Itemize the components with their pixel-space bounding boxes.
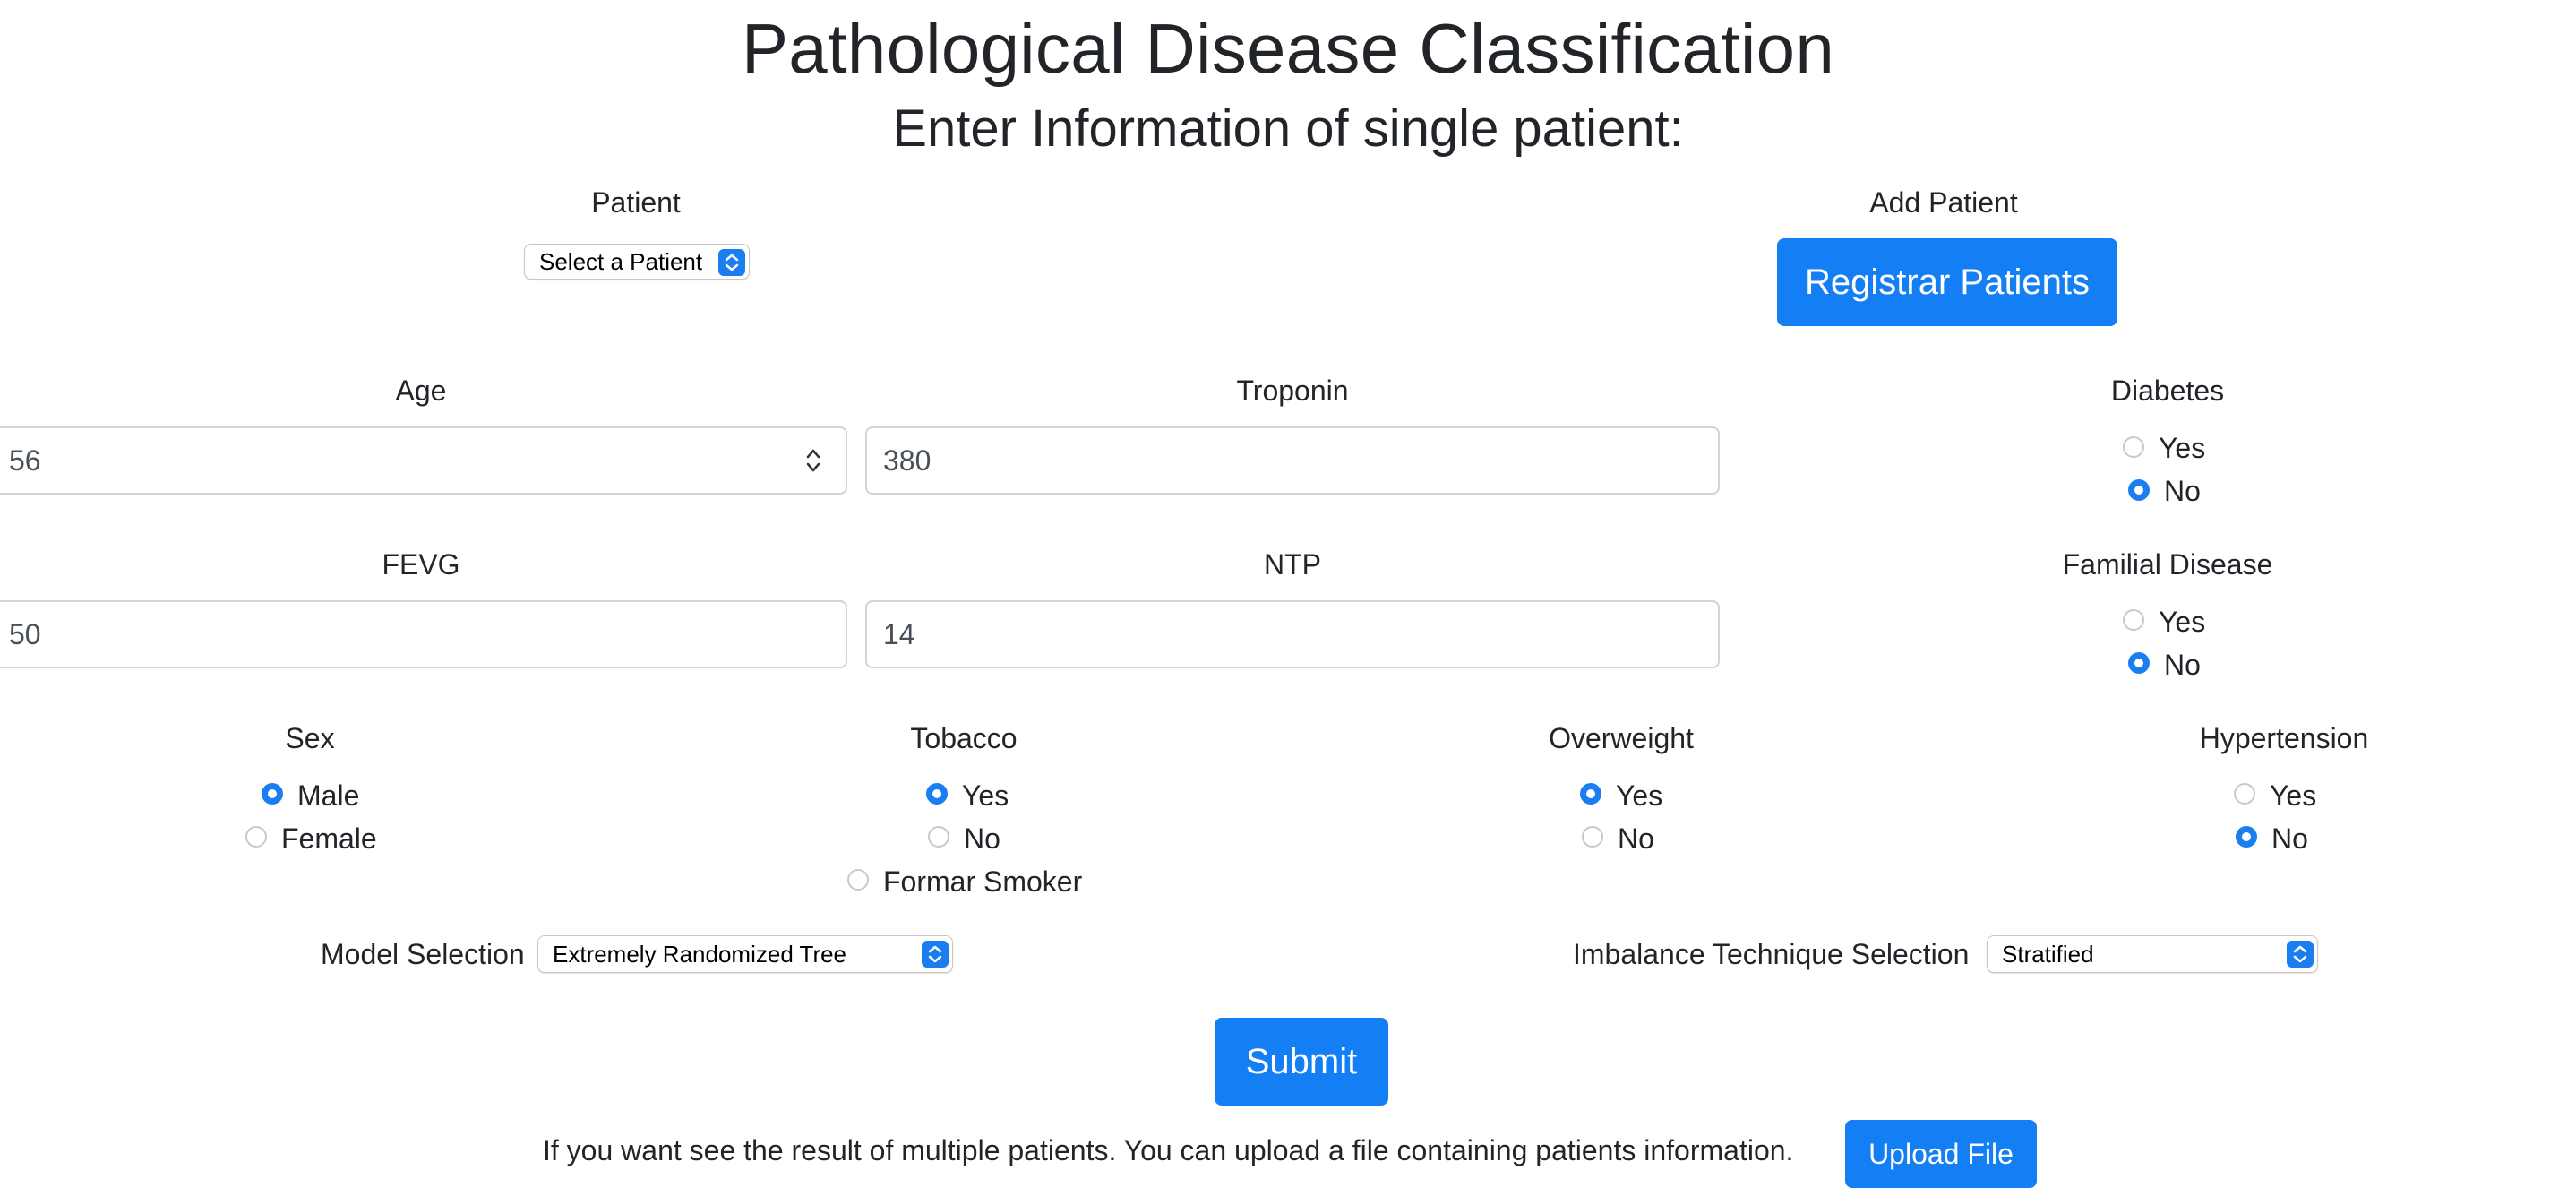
model-select-value: Extremely Randomized Tree — [553, 941, 847, 968]
age-value: 56 — [9, 444, 41, 477]
tobacco-label: Tobacco — [910, 722, 1018, 754]
overweight-yes-radio[interactable] — [1580, 783, 1601, 805]
sex-male-radio[interactable] — [262, 783, 283, 805]
age-input[interactable]: 56 — [0, 426, 847, 495]
fevg-input[interactable]: 50 — [0, 600, 847, 668]
familial-no-label: No — [2164, 649, 2201, 681]
hypertension-yes-label: Yes — [2270, 779, 2317, 812]
tobacco-former-smoker-radio[interactable] — [847, 869, 869, 891]
imbalance-select-value: Stratified — [2002, 941, 2094, 968]
model-selection-label: Model Selection — [321, 938, 525, 970]
select-chevron-icon — [922, 941, 949, 968]
sex-female-radio[interactable] — [245, 826, 267, 848]
ntp-input[interactable]: 14 — [865, 600, 1720, 668]
imbalance-technique-label: Imbalance Technique Selection — [1573, 938, 1970, 970]
familial-disease-label: Familial Disease — [2062, 548, 2273, 581]
patient-select-value: Select a Patient — [539, 248, 703, 275]
familial-yes-radio[interactable] — [2123, 609, 2144, 631]
tobacco-former-smoker-label: Formar Smoker — [883, 865, 1083, 898]
ntp-value: 14 — [883, 618, 915, 650]
age-label: Age — [395, 374, 447, 407]
sex-label: Sex — [285, 722, 335, 754]
submit-button[interactable]: Submit — [1215, 1018, 1388, 1106]
overweight-yes-label: Yes — [1616, 779, 1663, 812]
model-select[interactable]: Extremely Randomized Tree — [537, 935, 953, 973]
fevg-label: FEVG — [382, 548, 460, 581]
fevg-value: 50 — [9, 618, 41, 650]
diabetes-yes-label: Yes — [2159, 432, 2206, 464]
hypertension-yes-radio[interactable] — [2234, 783, 2255, 805]
select-chevron-icon — [718, 249, 745, 276]
register-patients-button[interactable]: Registrar Patients — [1777, 238, 2117, 326]
ntp-label: NTP — [1264, 548, 1321, 581]
page-title: Pathological Disease Classification — [741, 9, 1835, 88]
hypertension-no-radio[interactable] — [2236, 826, 2257, 848]
hypertension-no-label: No — [2271, 822, 2308, 855]
sex-female-label: Female — [281, 822, 377, 855]
overweight-label: Overweight — [1549, 722, 1694, 754]
add-patient-label: Add Patient — [1869, 186, 2018, 219]
tobacco-no-label: No — [964, 822, 1000, 855]
overweight-no-radio[interactable] — [1582, 826, 1603, 848]
sex-male-label: Male — [297, 779, 360, 812]
diabetes-yes-radio[interactable] — [2123, 436, 2144, 458]
hypertension-label: Hypertension — [2199, 722, 2369, 754]
diabetes-no-label: No — [2164, 475, 2201, 507]
tobacco-yes-label: Yes — [962, 779, 1009, 812]
page-subtitle: Enter Information of single patient: — [892, 99, 1684, 158]
troponin-value: 380 — [883, 444, 932, 477]
patient-label: Patient — [591, 186, 681, 219]
patient-select[interactable]: Select a Patient — [524, 244, 750, 280]
troponin-label: Troponin — [1236, 374, 1349, 407]
upload-instructions: If you want see the result of multiple p… — [543, 1134, 1794, 1166]
overweight-no-label: No — [1618, 822, 1654, 855]
number-stepper-icon[interactable] — [804, 444, 822, 477]
upload-file-button[interactable]: Upload File — [1845, 1120, 2037, 1188]
tobacco-no-radio[interactable] — [928, 826, 949, 848]
familial-no-radio[interactable] — [2128, 652, 2150, 674]
imbalance-technique-select[interactable]: Stratified — [1987, 935, 2318, 973]
diabetes-no-radio[interactable] — [2128, 479, 2150, 501]
diabetes-label: Diabetes — [2110, 374, 2225, 407]
tobacco-yes-radio[interactable] — [926, 783, 948, 805]
familial-yes-label: Yes — [2159, 606, 2206, 638]
select-chevron-icon — [2287, 941, 2314, 968]
troponin-input[interactable]: 380 — [865, 426, 1720, 495]
